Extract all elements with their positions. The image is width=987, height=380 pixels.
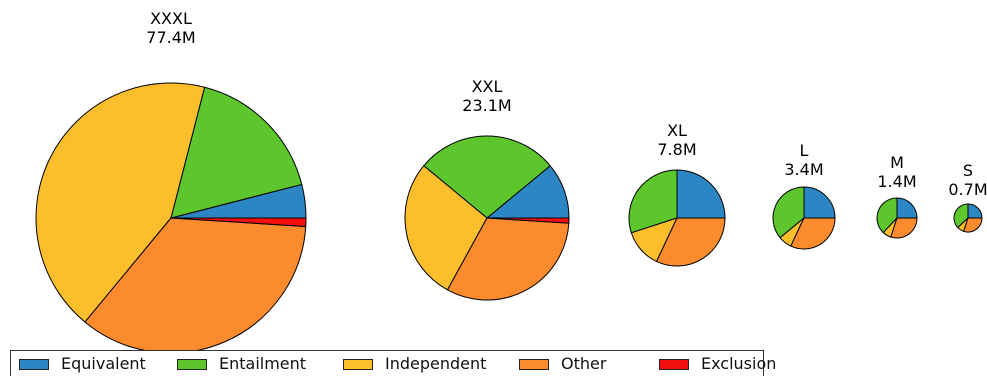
slice-xl-other (656, 217, 726, 267)
pie-total-xl: 7.8M (657, 140, 696, 159)
slice-m-entailment (876, 197, 898, 234)
legend-swatch (343, 358, 373, 370)
slice-l-entailment (772, 186, 805, 239)
pie-title-s: S (963, 161, 973, 180)
pie-total-l: 3.4M (784, 160, 823, 179)
slice-xxxl-entailment (170, 86, 303, 219)
pie-title-xl: XL (667, 121, 687, 140)
pie-l: L3.4M (772, 141, 836, 250)
pie-title-xxl: XXL (472, 77, 503, 96)
legend-item-entailment: Entailment (177, 356, 306, 372)
slice-xxl-entailment (423, 135, 551, 219)
legend-item-other: Other (519, 356, 606, 372)
pie-title-m: M (890, 153, 904, 172)
legend-label: Exclusion (701, 354, 777, 373)
slice-xxl-other (447, 217, 570, 301)
pie-m: M1.4M (876, 153, 918, 239)
slice-xl-entailment (628, 169, 678, 234)
pie-total-s: 0.7M (948, 180, 987, 199)
legend-swatch (19, 358, 49, 370)
slice-s-other (963, 217, 983, 233)
slice-l-other (790, 217, 836, 250)
slice-s-entailment (953, 203, 969, 229)
slice-m-other (890, 217, 918, 239)
pie-s: S0.7M (948, 161, 987, 233)
legend-label: Equivalent (61, 354, 146, 373)
legend-label: Independent (385, 354, 487, 373)
legend-label: Entailment (219, 354, 307, 373)
pie-total-xxxl: 77.4M (146, 28, 195, 47)
slice-xxxl-exclusion (170, 217, 307, 227)
pie-xl: XL7.8M (628, 121, 726, 267)
legend: Equivalent Entailment Independent Other Excl… (10, 350, 776, 376)
slice-xxxl-other (84, 217, 307, 354)
pie-total-xxl: 23.1M (462, 96, 511, 115)
slice-m-equivalent (896, 197, 918, 219)
legend-item-independent: Independent (343, 356, 486, 372)
pie-title-l: L (800, 141, 809, 160)
legend-swatch (659, 358, 689, 370)
legend-item-exclusion: Exclusion (659, 356, 776, 372)
legend-swatch (519, 358, 549, 370)
legend-item-equivalent: Equivalent (19, 356, 146, 372)
legend-label: Other (561, 354, 607, 373)
slice-l-equivalent (803, 186, 836, 219)
legend-swatch (177, 358, 207, 370)
slice-xl-equivalent (676, 169, 726, 219)
pie-total-m: 1.4M (877, 172, 916, 191)
slice-xxxl-independent (35, 82, 206, 323)
slice-s-equivalent (967, 203, 983, 219)
pie-title-xxxl: XXXL (150, 9, 192, 28)
slice-xxl-independent (404, 165, 488, 291)
slice-xxl-exclusion (486, 217, 570, 224)
